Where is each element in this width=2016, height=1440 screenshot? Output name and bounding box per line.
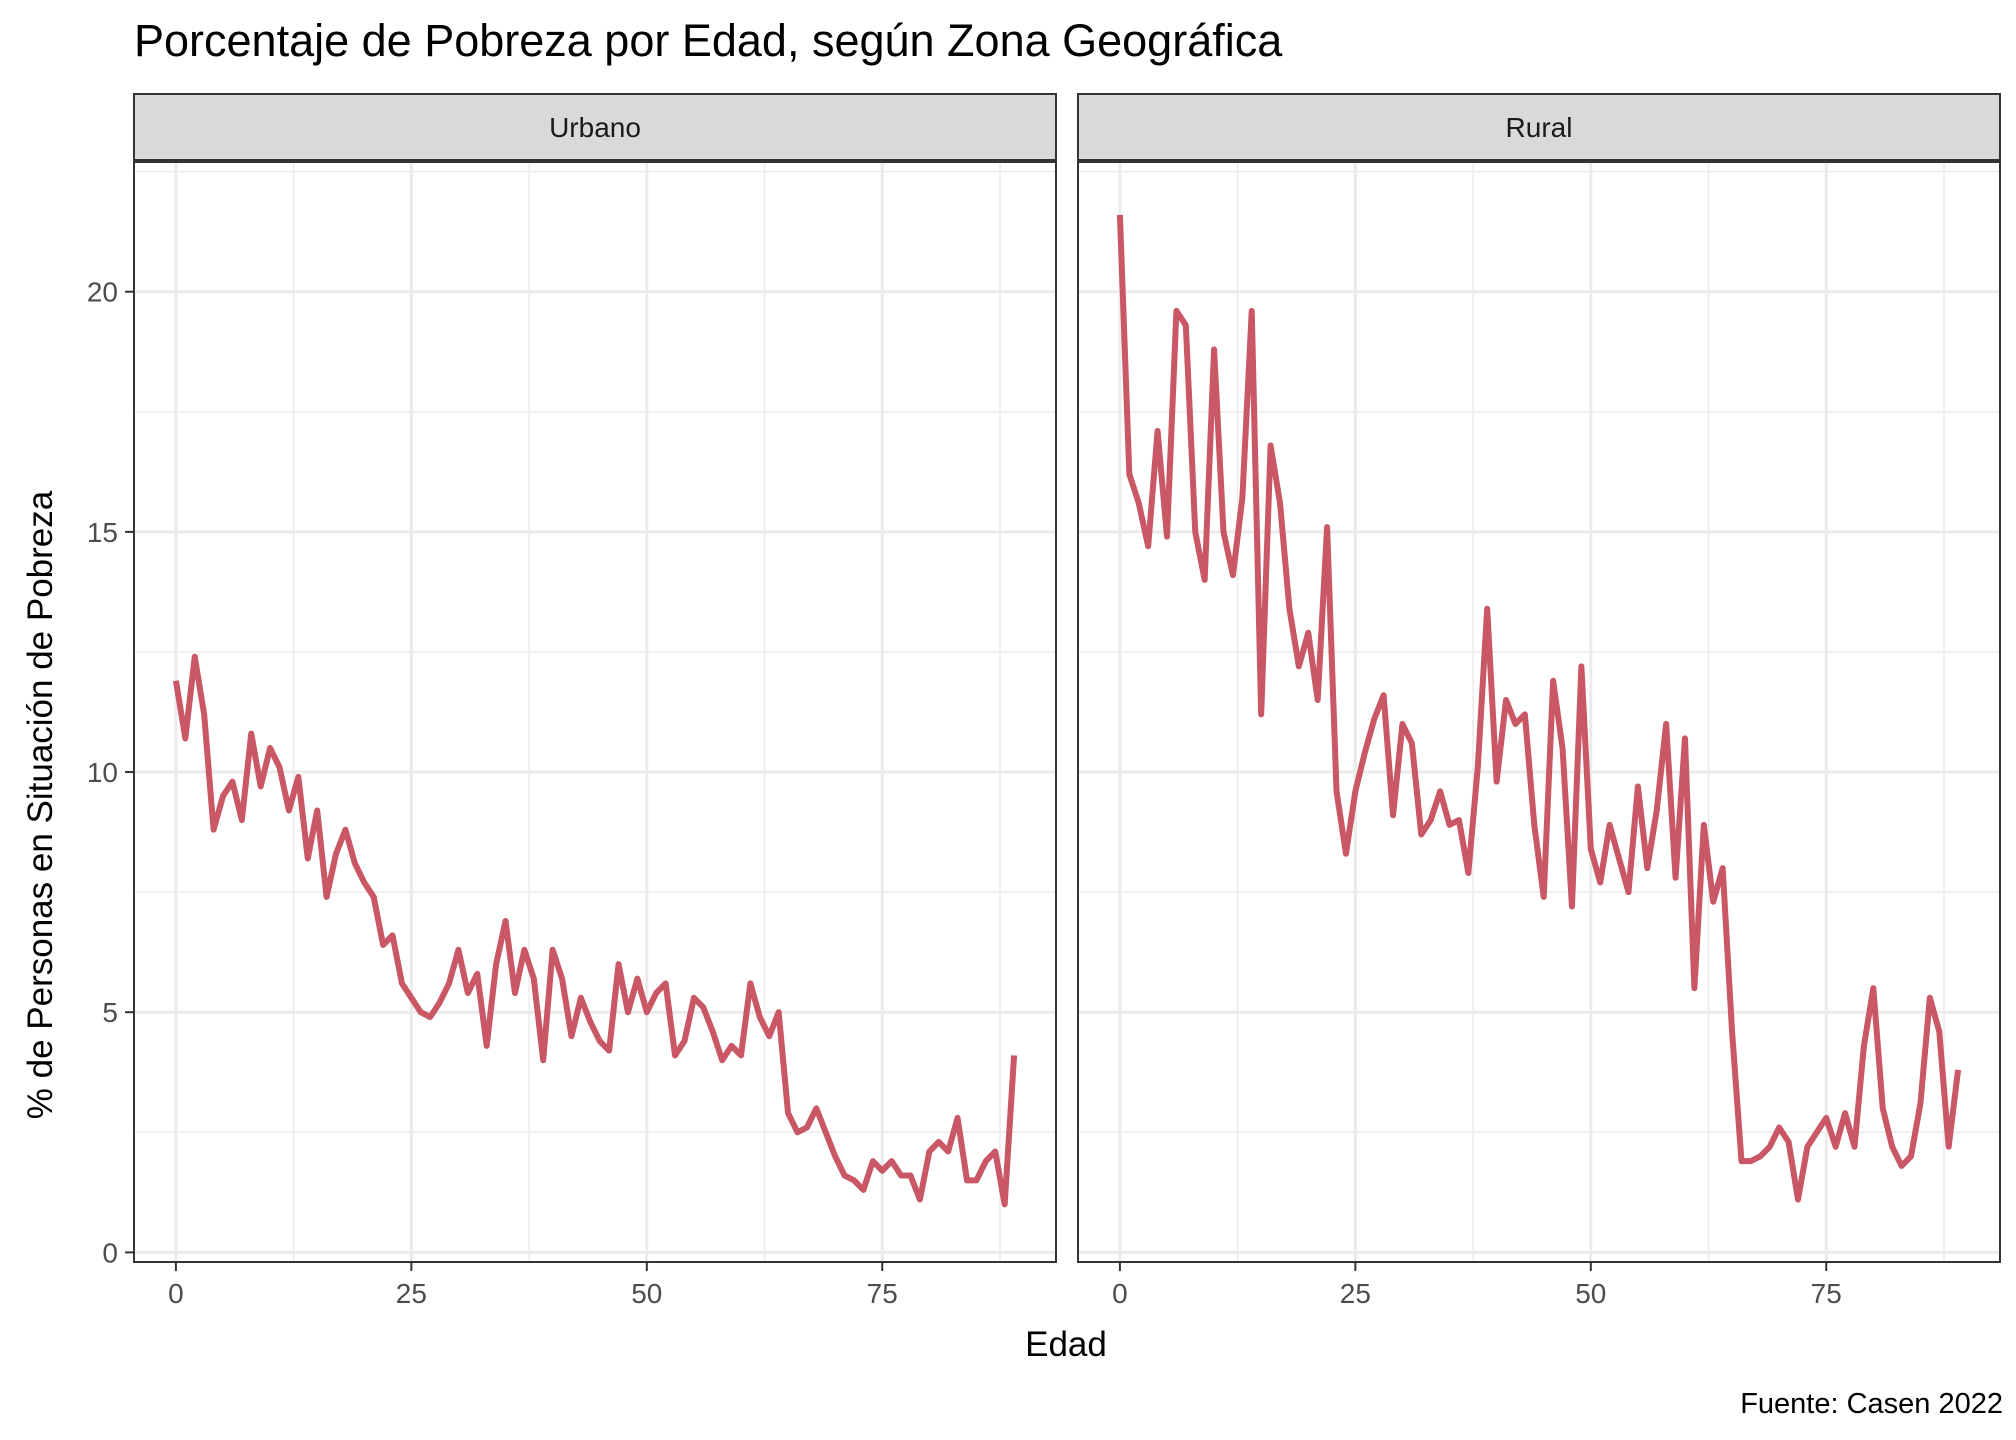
x-tick-label: 0 xyxy=(1112,1278,1128,1309)
x-tick-label: 25 xyxy=(1340,1278,1371,1309)
y-tick-label: 10 xyxy=(87,757,118,788)
y-tick-label: 0 xyxy=(102,1237,118,1268)
series-line-urbano xyxy=(172,653,1018,1208)
x-tick-label: 25 xyxy=(396,1278,427,1309)
panel-background xyxy=(134,162,1056,1262)
chart-title: Porcentaje de Pobreza por Edad, según Zo… xyxy=(134,15,1283,66)
panel-border xyxy=(133,161,1057,1263)
x-tick-label: 0 xyxy=(168,1278,184,1309)
facet-panels: Urbano 0 25 50 75 0 5 10 15 20 Rural 0 25 50 75 xyxy=(87,93,2001,1309)
source-caption: Fuente: Casen 2022 xyxy=(1740,1388,2003,1420)
x-axis-label: Edad xyxy=(1025,1325,1107,1364)
y-axis-label: % de Personas en Situación de Pobreza xyxy=(21,490,60,1119)
x-tick-label: 50 xyxy=(631,1278,662,1309)
facet-strip xyxy=(1077,93,2001,161)
panel-background xyxy=(1078,162,2000,1262)
x-tick-label: 75 xyxy=(867,1278,898,1309)
facet-strip-label: Rural xyxy=(1506,112,1573,143)
panel-urbano: Urbano 0 25 50 75 0 5 10 15 20 xyxy=(87,93,1057,1309)
x-tick-label: 75 xyxy=(1811,1278,1842,1309)
facet-strip-label: Urbano xyxy=(549,112,641,143)
facet-strip xyxy=(133,93,1057,161)
panel-border xyxy=(1077,161,2001,1263)
x-tick-label: 50 xyxy=(1575,1278,1606,1309)
panel-rural: Rural 0 25 50 75 xyxy=(1077,93,2001,1309)
y-tick-label: 15 xyxy=(87,517,118,548)
series-line-rural xyxy=(1116,214,1962,1203)
y-tick-label: 5 xyxy=(102,997,118,1028)
y-tick-label: 20 xyxy=(87,277,118,308)
